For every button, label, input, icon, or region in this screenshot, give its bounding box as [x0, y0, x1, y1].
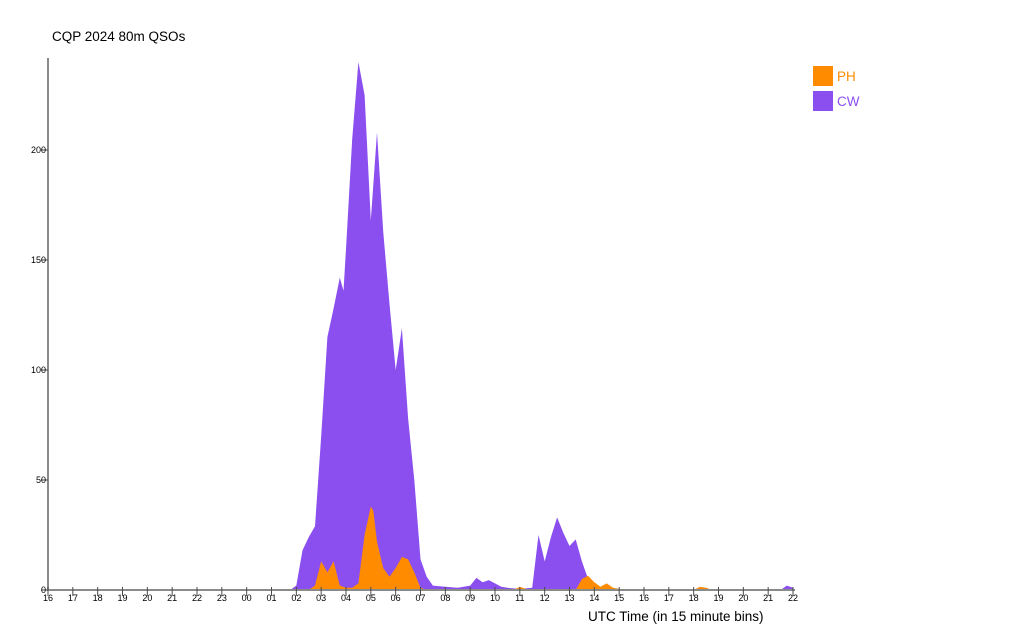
- x-tick-label: 11: [515, 593, 524, 603]
- x-tick-label: 22: [192, 593, 202, 603]
- x-tick-label: 05: [366, 593, 376, 603]
- area-series-cw: [48, 62, 793, 590]
- x-tick-label: 03: [316, 593, 326, 603]
- y-tick-label: 150: [31, 255, 46, 265]
- x-tick-label: 01: [266, 593, 276, 603]
- x-tick-label: 19: [713, 593, 723, 603]
- x-tick-label: 17: [664, 593, 674, 603]
- x-tick-label: 16: [43, 593, 53, 603]
- x-tick-label: 09: [465, 593, 475, 603]
- x-tick-label: 12: [540, 593, 550, 603]
- x-tick-label: 17: [68, 593, 78, 603]
- x-tick-label: 18: [689, 593, 699, 603]
- x-tick-label: 06: [391, 593, 401, 603]
- x-tick-label: 21: [167, 593, 177, 603]
- x-tick-label: 15: [614, 593, 624, 603]
- x-tick-label: 07: [415, 593, 425, 603]
- x-tick-label: 00: [242, 593, 252, 603]
- legend-item-ph: PH: [813, 66, 860, 86]
- x-tick-label: 18: [93, 593, 103, 603]
- x-tick-label: 08: [440, 593, 450, 603]
- x-axis-title: UTC Time (in 15 minute bins): [588, 609, 764, 624]
- x-tick-label: 10: [490, 593, 500, 603]
- cw-legend-label: CW: [837, 93, 860, 109]
- ph-legend-label: PH: [837, 68, 856, 84]
- y-tick-label: 0: [41, 585, 46, 595]
- x-tick-label: 21: [763, 593, 773, 603]
- y-tick-label: 200: [31, 145, 46, 155]
- x-tick-label: 02: [291, 593, 301, 603]
- y-tick-label: 100: [31, 365, 46, 375]
- x-tick-label: 19: [117, 593, 127, 603]
- x-tick-label: 23: [217, 593, 227, 603]
- x-tick-label: 14: [589, 593, 599, 603]
- y-tick-label: 50: [36, 475, 46, 485]
- ph-legend-swatch-icon: [813, 66, 833, 86]
- legend: PH CW: [813, 66, 860, 116]
- x-tick-label: 13: [564, 593, 574, 603]
- x-tick-label: 20: [738, 593, 748, 603]
- chart-title: CQP 2024 80m QSOs: [52, 29, 186, 44]
- x-tick-label: 04: [341, 593, 351, 603]
- x-tick-label: 20: [142, 593, 152, 603]
- x-tick-label: 22: [788, 593, 798, 603]
- legend-item-cw: CW: [813, 91, 860, 111]
- cw-legend-swatch-icon: [813, 91, 833, 111]
- x-tick-label: 16: [639, 593, 649, 603]
